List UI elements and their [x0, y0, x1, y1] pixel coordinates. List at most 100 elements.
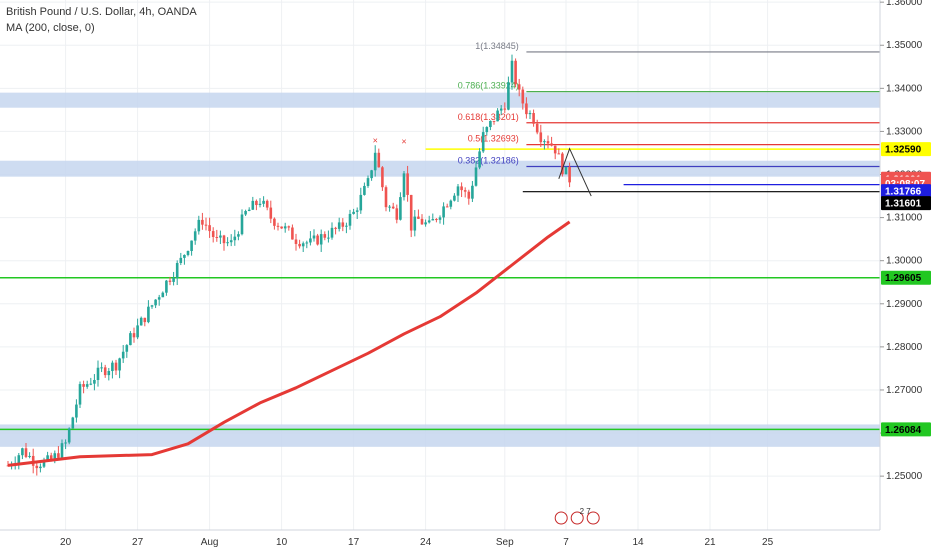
candle-body	[445, 206, 449, 208]
candle-body	[301, 243, 305, 247]
candle-body	[319, 234, 323, 245]
candle-body	[327, 237, 330, 239]
candle-body	[175, 262, 179, 278]
candle-body	[60, 443, 64, 458]
price-tag-bg	[881, 196, 931, 211]
economic-events[interactable]: 2 7	[554, 507, 600, 525]
candle-body	[355, 210, 359, 212]
candle-body	[492, 120, 496, 122]
candle-body	[6, 465, 10, 467]
candle-body	[435, 219, 438, 221]
candle-body	[503, 108, 507, 110]
candle-body	[442, 206, 445, 218]
price-tick-label: 1.34000	[886, 83, 923, 94]
candle-body	[85, 384, 89, 387]
moving-average-series	[7, 220, 571, 467]
indicator-label[interactable]: MA (200, close, 0)	[6, 22, 95, 34]
candle-body	[139, 317, 143, 326]
candle-body	[280, 226, 283, 229]
price-axis[interactable]: 1.250001.260001.270001.280001.290001.300…	[879, 0, 923, 530]
candle-body	[363, 185, 366, 195]
zone-band	[0, 92, 880, 108]
candle-body	[49, 455, 53, 461]
ma-line	[7, 220, 571, 467]
candle-body	[28, 455, 31, 457]
candle-body	[129, 333, 132, 346]
candle-body	[496, 110, 499, 122]
candle-body	[535, 123, 539, 133]
candle-body	[154, 299, 157, 306]
time-tick-label: 27	[132, 537, 144, 548]
candle-body	[568, 166, 571, 183]
candle-body	[514, 60, 517, 85]
price-tick-label: 1.28000	[886, 342, 923, 353]
price-tag-bg	[881, 270, 931, 285]
symbol-title[interactable]: British Pound / U.S. Dollar, 4h, OANDA	[6, 6, 197, 18]
candle-body	[21, 448, 24, 456]
candle-body	[474, 167, 478, 186]
candle-body	[395, 208, 399, 220]
horizontal-lines	[0, 148, 880, 431]
candle-body	[161, 292, 165, 298]
candle-body	[337, 222, 341, 229]
candle-body	[168, 280, 172, 282]
candle-body	[391, 206, 395, 209]
fib-level-label: 0.5(1.32693)	[468, 134, 519, 144]
candle-body	[197, 219, 201, 232]
price-tag: 1.26084	[881, 422, 931, 437]
price-tag: 1.29605	[881, 270, 931, 285]
candle-body	[82, 384, 85, 387]
candle-body	[237, 234, 240, 237]
candle-body	[413, 216, 417, 231]
price-tag-label: 1.32590	[885, 145, 922, 156]
candle-body	[539, 132, 543, 143]
candle-body	[316, 235, 319, 245]
candle-body	[532, 113, 535, 124]
candle-body	[334, 227, 337, 229]
fibonacci-retracement[interactable]: 1(1.34845) 0.786(1.33924) 0.618(1.33201) 0.…	[458, 41, 880, 193]
candle-body	[183, 254, 186, 258]
price-tag-label: 1.31766	[885, 187, 922, 198]
fib-level-label: 0.786(1.33924)	[458, 81, 519, 91]
candle-body	[215, 237, 219, 239]
candle-body	[489, 120, 492, 128]
candle-body	[427, 220, 431, 223]
time-axis[interactable]: 20 27 Aug 10 17 24 Sep 7 14 21 25	[0, 529, 880, 548]
candle-body	[172, 277, 175, 282]
candle-body	[384, 187, 388, 208]
price-tag: 1.31601	[881, 196, 931, 211]
time-tick-label: Sep	[496, 537, 514, 548]
candle-body	[233, 236, 237, 241]
candle-body	[561, 153, 564, 175]
candle-body	[118, 358, 121, 371]
candle-body	[67, 428, 71, 443]
candle-body	[190, 240, 193, 252]
candle-body	[348, 213, 352, 226]
candle-body	[64, 442, 67, 444]
time-tick-label: 25	[762, 537, 774, 548]
price-tick-label: 1.35000	[886, 40, 923, 51]
candle-body	[204, 224, 208, 226]
candle-body	[485, 127, 489, 133]
candle-body	[456, 186, 460, 196]
candle-body	[467, 191, 471, 199]
candle-body	[564, 166, 568, 175]
projection-line	[558, 147, 592, 197]
time-tick-label: Aug	[201, 537, 219, 548]
candle-body	[370, 170, 373, 179]
price-tag-bg	[881, 184, 931, 199]
candle-body	[546, 141, 550, 144]
candle-body	[460, 186, 463, 191]
candle-body	[550, 143, 553, 146]
time-tick-label: 24	[420, 537, 432, 548]
chart-legend: British Pound / U.S. Dollar, 4h, OANDA M…	[6, 4, 197, 36]
candle-body	[125, 345, 129, 352]
candle-body	[71, 417, 75, 429]
price-tag: 1.31766	[881, 184, 931, 199]
projection-path[interactable]	[558, 147, 592, 197]
candle-body	[507, 82, 510, 110]
price-tick-label: 1.33000	[886, 126, 923, 137]
candle-body	[499, 108, 503, 111]
event-marker: ×	[373, 135, 378, 145]
